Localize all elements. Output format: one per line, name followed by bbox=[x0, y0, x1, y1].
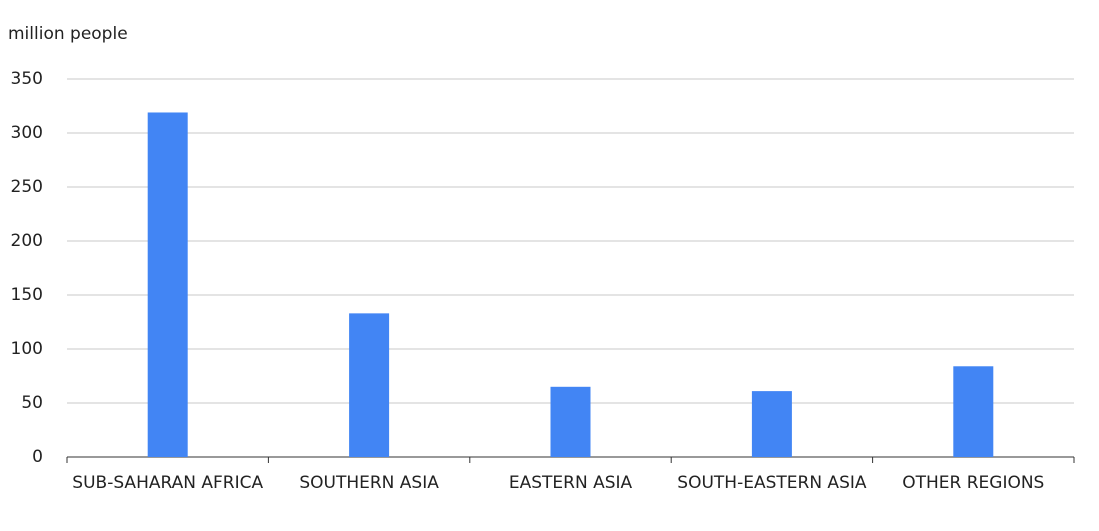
x-tick-label: OTHER REGIONS bbox=[902, 473, 1044, 493]
y-axis-label: million people bbox=[8, 24, 128, 44]
bar bbox=[751, 391, 792, 457]
y-tick-label: 0 bbox=[32, 447, 43, 467]
y-tick-label: 50 bbox=[21, 393, 43, 413]
bar bbox=[953, 366, 994, 457]
y-tick-label: 150 bbox=[11, 285, 43, 305]
y-tick-label: 250 bbox=[11, 177, 43, 197]
x-tick-label: SOUTHERN ASIA bbox=[299, 473, 439, 493]
y-tick-label: 200 bbox=[11, 231, 43, 251]
bar bbox=[147, 112, 188, 457]
x-tick-label: EASTERN ASIA bbox=[509, 473, 633, 493]
bar bbox=[349, 313, 390, 457]
y-tick-label: 300 bbox=[11, 123, 43, 143]
y-tick-label: 350 bbox=[11, 69, 43, 89]
y-tick-label: 100 bbox=[11, 339, 43, 359]
x-tick-label: SUB-SAHARAN AFRICA bbox=[72, 473, 263, 493]
bar bbox=[550, 386, 591, 457]
x-tick-label: SOUTH-EASTERN ASIA bbox=[677, 473, 867, 493]
